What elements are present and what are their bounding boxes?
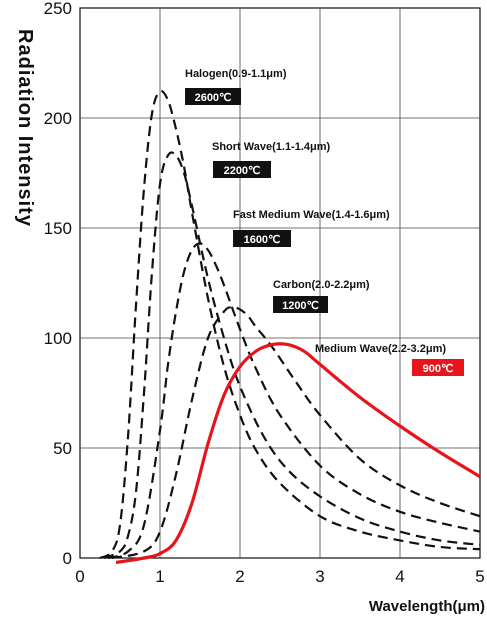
series-label-medium-wave: Medium Wave(2.2-3.2μm) <box>315 343 446 355</box>
series-line-carbon <box>111 306 480 560</box>
temperature-badge-short-wave <box>213 161 271 178</box>
temperature-badge-carbon <box>273 296 328 313</box>
series-label-short-wave: Short Wave(1.1-1.4μm) <box>212 141 331 153</box>
temperature-label-medium-wave: 900℃ <box>423 363 454 375</box>
y-axis-label: Radiation Intensity <box>14 29 36 227</box>
y-tick-label: 50 <box>53 439 72 458</box>
x-tick-label: 2 <box>235 567 244 586</box>
annotations: Halogen(0.9-1.1μm) 2600℃ Short Wave(1.1-1.… <box>185 68 464 376</box>
x-tick-label: 0 <box>75 567 84 586</box>
temperature-badge-halogen <box>185 88 241 105</box>
x-tick-label: 3 <box>315 567 324 586</box>
plot-area <box>79 7 481 559</box>
y-tick-label: 100 <box>44 329 72 348</box>
temperature-label-carbon: 1200℃ <box>282 300 319 312</box>
y-tick-label: 200 <box>44 109 72 128</box>
temperature-label-halogen: 2600℃ <box>195 92 232 104</box>
temperature-badge-medium-wave <box>412 359 464 376</box>
series-line-medium-wave <box>115 342 480 564</box>
temperature-badge-fast-medium-wave <box>233 230 291 247</box>
x-tick-label: 4 <box>395 567 404 586</box>
series-line-fast-medium-wave <box>107 242 480 560</box>
series-line-halogen <box>99 89 480 560</box>
temperature-label-fast-medium-wave: 1600℃ <box>244 234 281 246</box>
x-tick-label: 1 <box>155 567 164 586</box>
series-label-carbon: Carbon(2.0-2.2μm) <box>273 279 370 291</box>
y-tick-label: 150 <box>44 219 72 238</box>
x-tick-label: 5 <box>475 567 484 586</box>
x-axis-label: Wavelength(μm) <box>369 598 485 615</box>
temperature-label-short-wave: 2200℃ <box>224 165 261 177</box>
y-tick-label: 0 <box>63 549 72 568</box>
series-line-short-wave <box>103 151 480 560</box>
series-layer <box>99 89 480 564</box>
series-label-halogen: Halogen(0.9-1.1μm) <box>185 68 287 80</box>
series-label-fast-medium-wave: Fast Medium Wave(1.4-1.6μm) <box>233 209 390 221</box>
y-tick-label: 250 <box>44 0 72 18</box>
